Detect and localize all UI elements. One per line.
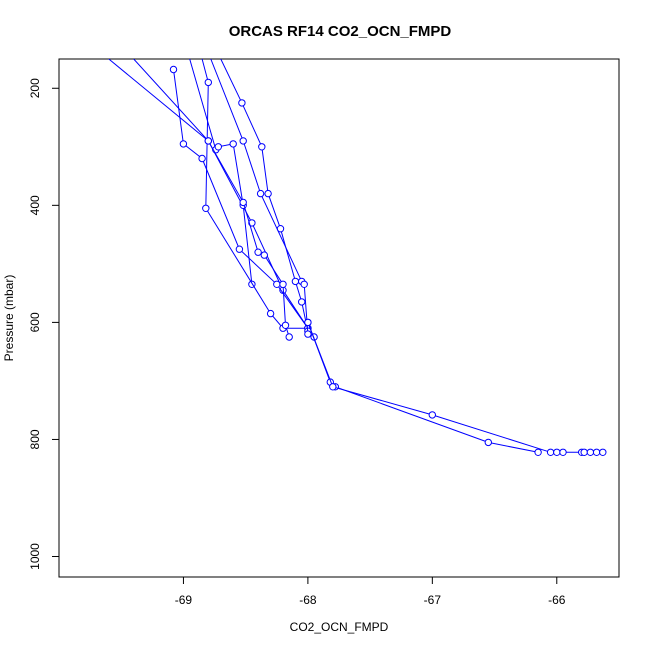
data-point-8-2 [428, 411, 436, 419]
data-point-5-4 [260, 251, 268, 259]
data-point-8-5 [559, 448, 567, 456]
data-point-3-2 [202, 204, 210, 213]
series-line-8 [307, 322, 603, 453]
data-point-8-10 [599, 448, 607, 456]
data-point-8-9 [592, 448, 601, 456]
series-line-7 [307, 322, 539, 453]
data-point-1-0 [169, 65, 178, 74]
data-point-4-1 [238, 99, 246, 107]
x-tick-label-2: -67 [424, 593, 442, 607]
data-point-8-3 [546, 448, 555, 456]
data-point-8-1 [329, 383, 337, 391]
y-tick-label-4: 1000 [28, 543, 42, 570]
data-point-7-4 [534, 448, 542, 456]
data-point-5-5 [279, 280, 287, 288]
data-point-5-2 [239, 198, 247, 207]
data-point-8-7 [580, 448, 588, 456]
y-axis: 200 400 600 800 1000 [28, 78, 59, 570]
data-point-7-3 [484, 438, 492, 447]
y-tick-label-1: 400 [28, 195, 42, 215]
series-line-6 [210, 59, 315, 338]
data-point-5-7 [285, 333, 293, 341]
data-point-3-3 [266, 309, 275, 318]
y-tick-label-0: 200 [28, 78, 42, 98]
x-axis: -69 -68 -67 -66 [175, 577, 566, 607]
data-point-1-4 [273, 280, 281, 288]
data-point-8-4 [553, 448, 561, 456]
data-point-4-5 [291, 277, 300, 286]
y-tick-label-2: 600 [28, 312, 42, 332]
data-point-6-1 [239, 137, 247, 145]
data-point-1-3 [235, 245, 244, 253]
data-point-5-6 [281, 321, 290, 329]
x-axis-label: CO2_OCN_FMPD [290, 620, 389, 634]
series-line-3 [201, 59, 308, 329]
data-point-6-4 [300, 280, 308, 288]
data-point-5-3 [254, 248, 262, 256]
data-point-1-2 [198, 154, 206, 163]
y-tick-label-3: 800 [28, 429, 42, 449]
series-line-1 [173, 69, 309, 329]
data-point-1-1 [179, 140, 188, 148]
data-point-8-0 [304, 318, 312, 327]
x-tick-label-3: -66 [548, 593, 566, 607]
series-line-2 [189, 59, 253, 285]
y-axis-label: Pressure (mbar) [2, 275, 16, 362]
data-point-4-2 [258, 143, 266, 151]
data-point-4-6 [298, 298, 306, 306]
plot-frame [58, 58, 620, 578]
data-point-6-2 [256, 189, 265, 198]
data-point-6-5 [304, 330, 312, 338]
chart-title: ORCAS RF14 CO2_OCN_FMPD [229, 23, 452, 40]
series-line-4 [220, 59, 309, 332]
data-point-3-1 [204, 78, 213, 87]
data-point-2-3 [229, 140, 237, 148]
x-tick-label-0: -69 [175, 593, 193, 607]
plot-area [108, 59, 607, 456]
data-point-2-2 [214, 143, 223, 151]
x-tick-label-1: -68 [299, 593, 317, 607]
data-point-5-1 [204, 137, 213, 145]
data-point-4-3 [264, 189, 272, 198]
data-point-8-8 [586, 448, 595, 456]
